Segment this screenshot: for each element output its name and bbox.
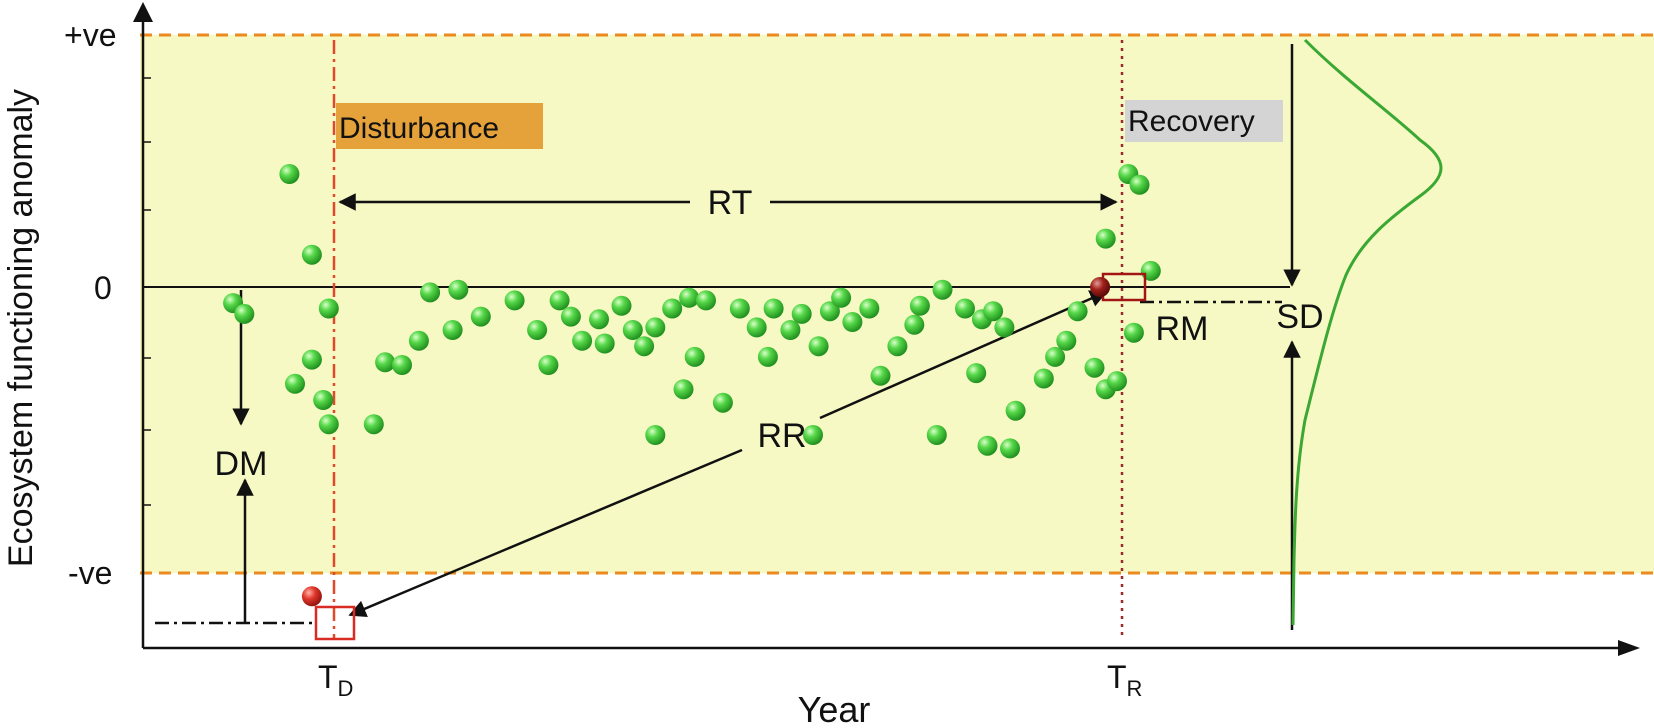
anomaly-point <box>808 336 829 357</box>
anomaly-point <box>504 290 525 311</box>
anomaly-point <box>780 320 801 340</box>
anomaly-point <box>932 279 953 300</box>
anomaly-point <box>622 320 643 340</box>
x-tick-recovery: TR <box>1107 659 1142 701</box>
anomaly-point <box>560 306 581 327</box>
anomaly-point <box>831 287 852 308</box>
anomaly-point <box>645 425 666 445</box>
anomaly-point <box>842 312 863 332</box>
anomaly-point <box>234 303 255 324</box>
anomaly-point <box>572 330 593 351</box>
anomaly-point <box>527 320 548 340</box>
rt-label: RT <box>708 184 753 222</box>
anomaly-point <box>1129 174 1150 195</box>
anomaly-point <box>611 295 632 316</box>
anomaly-point <box>1095 228 1116 249</box>
anomaly-point <box>549 290 570 311</box>
anomaly-point <box>301 349 322 370</box>
anomaly-point <box>746 317 767 338</box>
anomaly-point <box>375 352 396 373</box>
anomaly-point <box>757 346 778 367</box>
anomaly-point <box>279 164 300 184</box>
anomaly-point <box>1107 371 1127 392</box>
anomaly-point <box>791 303 812 324</box>
y-axis-arrowhead <box>133 2 153 22</box>
y-axis-label: Ecosystem functioning anomaly <box>2 89 40 567</box>
anomaly-point <box>994 317 1015 338</box>
y-axis-minor-ticks <box>143 77 151 506</box>
anomaly-point <box>1033 368 1054 389</box>
anomaly-point <box>819 301 840 322</box>
anomaly-point <box>645 317 666 338</box>
anomaly-point <box>662 298 683 319</box>
anomaly-points <box>223 164 1161 459</box>
recovery-label-box <box>1125 100 1283 142</box>
rr-label: RR <box>757 417 806 455</box>
anomaly-point <box>1005 400 1026 421</box>
x-axis-label: Year <box>798 689 871 728</box>
disturbance-point <box>301 586 322 607</box>
anomaly-point <box>729 298 750 319</box>
y-tick-zero: 0 <box>94 270 112 306</box>
anomaly-point <box>594 333 615 354</box>
anomaly-point <box>673 379 694 400</box>
anomaly-point <box>589 309 609 330</box>
anomaly-point <box>363 414 384 435</box>
anomaly-point <box>470 306 491 327</box>
anomaly-point <box>1056 330 1077 351</box>
anomaly-point <box>983 301 1004 322</box>
rr-arrow-lower <box>348 448 743 617</box>
x-axis-arrowhead <box>1618 640 1640 656</box>
disturbance-label-box <box>336 103 543 149</box>
anomaly-point <box>909 295 930 316</box>
anomaly-point <box>803 425 823 445</box>
anomaly-point <box>408 330 429 351</box>
anomaly-point <box>318 298 339 319</box>
y-tick-negative: -ve <box>68 555 112 591</box>
anomaly-point <box>955 298 975 319</box>
sd-label: SD <box>1276 298 1323 336</box>
anomaly-point <box>966 363 987 384</box>
anomaly-point <box>926 425 947 445</box>
anomaly-point <box>442 320 463 340</box>
anomaly-point <box>870 365 891 386</box>
y-tick-positive: +ve <box>64 17 116 53</box>
anomaly-point <box>420 282 441 303</box>
anomaly-point <box>313 390 334 410</box>
disturbance-label: Disturbance <box>339 112 499 145</box>
anomaly-point <box>763 298 784 319</box>
anomaly-point <box>904 314 925 335</box>
anomaly-point <box>301 244 322 265</box>
distribution-curve <box>1291 38 1443 626</box>
anomaly-point <box>634 336 655 357</box>
dm-label: DM <box>215 445 268 483</box>
x-tick-disturbance: TD <box>318 659 353 701</box>
anomaly-point <box>684 346 705 367</box>
anomaly-point <box>1000 438 1020 459</box>
anomaly-point <box>887 336 908 357</box>
anomaly-point <box>392 355 412 375</box>
anomaly-point <box>448 279 469 300</box>
recovery-point <box>1090 277 1111 297</box>
anomaly-point <box>679 287 700 308</box>
anomaly-point <box>285 373 305 394</box>
rm-label: RM <box>1156 310 1209 348</box>
anomaly-point <box>538 355 559 375</box>
disturbance-marker-box <box>314 605 356 641</box>
anomaly-point <box>712 392 733 413</box>
anomaly-point <box>1123 322 1144 343</box>
anomaly-point <box>1084 357 1105 378</box>
rr-arrow-upper <box>819 290 1108 420</box>
anomaly-point <box>977 435 998 456</box>
anomaly-point <box>859 298 880 319</box>
anomaly-point <box>1045 346 1066 367</box>
anomaly-point <box>318 414 339 435</box>
recovery-label: Recovery <box>1128 105 1255 138</box>
anomaly-point <box>1067 301 1088 322</box>
anomaly-point <box>696 290 716 311</box>
